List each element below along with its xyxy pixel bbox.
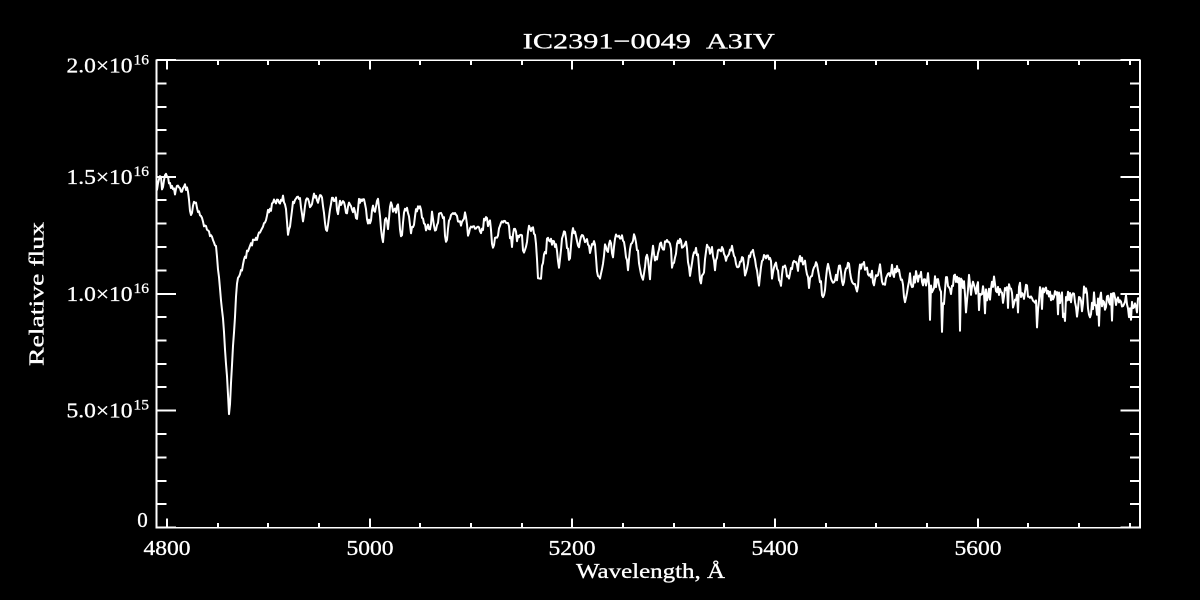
svg-text:IC2391−0049 A3IV: IC2391−0049 A3IV — [523, 28, 775, 53]
svg-text:5.0×10: 5.0×10 — [67, 399, 133, 423]
svg-text:4800: 4800 — [144, 536, 191, 560]
svg-text:5000: 5000 — [347, 536, 394, 560]
svg-text:5200: 5200 — [549, 536, 596, 560]
svg-text:16: 16 — [134, 281, 150, 297]
svg-text:0: 0 — [137, 508, 148, 532]
svg-text:5600: 5600 — [955, 536, 1002, 560]
svg-text:5400: 5400 — [752, 536, 799, 560]
svg-text:Relative flux: Relative flux — [25, 221, 49, 366]
svg-text:16: 16 — [134, 164, 150, 180]
svg-text:1.0×10: 1.0×10 — [67, 282, 133, 306]
svg-text:1.5×10: 1.5×10 — [67, 165, 133, 189]
svg-text:2.0×10: 2.0×10 — [67, 53, 133, 77]
svg-text:Wavelength, Å: Wavelength, Å — [576, 559, 726, 583]
svg-text:16: 16 — [134, 52, 150, 68]
svg-text:15: 15 — [134, 398, 150, 414]
